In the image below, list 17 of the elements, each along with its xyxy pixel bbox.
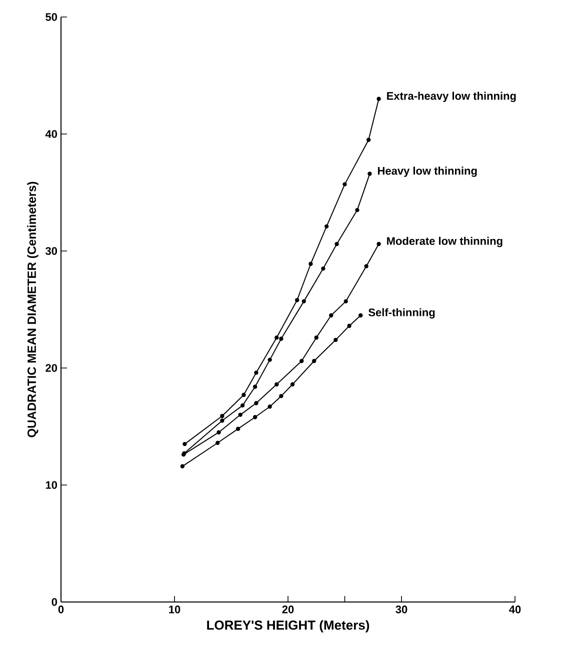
series-label: Moderate low thinning [387,236,502,248]
y-tick-label: 50 [46,13,58,21]
x-tick-label: 30 [396,606,408,614]
x-tick-label: 40 [509,606,521,614]
y-tick-label: 10 [46,481,58,489]
series-label: Heavy low thinning [378,166,477,177]
y-axis-title: QUADRATIC MEAN DIAMETER (Centimeters) [27,182,38,438]
series-label: Extra-heavy low thinning [387,92,516,102]
y-tick-label: 30 [45,247,58,255]
x-tick-label: 20 [282,606,294,614]
x-tick-label: 10 [169,606,180,614]
x-tick-label: 0 [58,606,64,614]
x-axis-title: LOREY'S HEIGHT (Meters) [207,620,370,632]
y-tick-label: 20 [46,364,58,372]
series-label: Self-thinning [368,308,435,319]
y-tick-label: 40 [45,130,58,138]
y-tick-label: 0 [52,598,58,606]
